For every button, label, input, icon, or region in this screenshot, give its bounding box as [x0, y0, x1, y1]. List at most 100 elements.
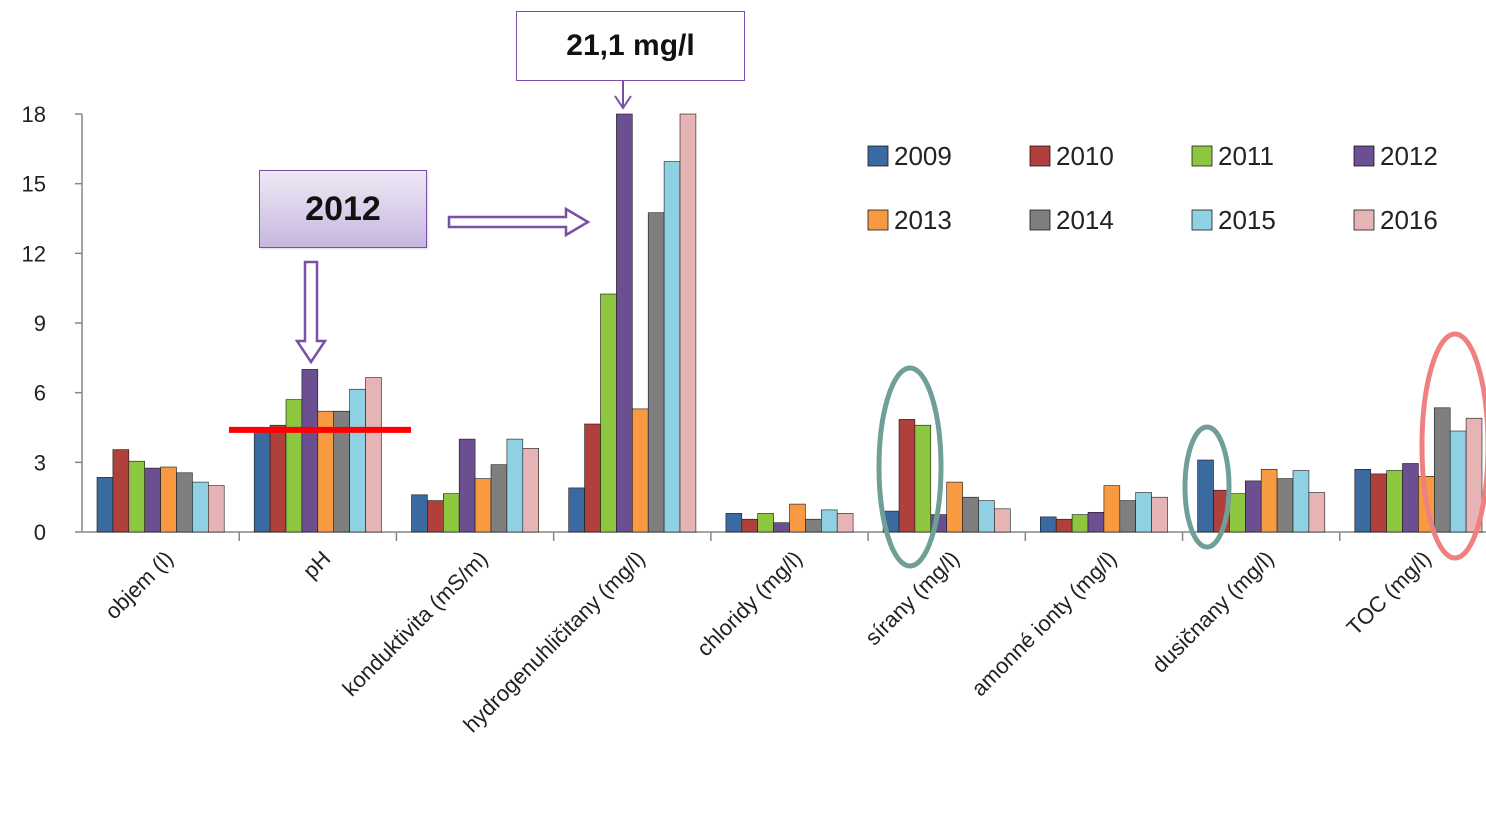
- legend: 2009 2010 2011 2012 2013 2014 2015 2016: [867, 141, 1438, 235]
- highlight-ellipse-toc: [1419, 331, 1486, 561]
- bar-2010-1: [269, 424, 287, 533]
- bar-2014-2: [490, 464, 508, 533]
- bar-2016-1: [365, 377, 382, 533]
- bar-2015-4: [820, 509, 838, 533]
- bar-2011-6: [1071, 514, 1089, 533]
- bar-2016-5: [994, 508, 1011, 533]
- bar-2016-0: [208, 485, 225, 533]
- bar-2014-0: [176, 472, 193, 533]
- bar-2012-6: [1087, 511, 1105, 533]
- bar-2009-1: [253, 427, 271, 533]
- category-label: chloridy (mg/l): [692, 546, 807, 661]
- bar-2012-2: [458, 438, 476, 533]
- bar-2011-5: [914, 424, 932, 533]
- bar-2015-5: [978, 500, 995, 533]
- bar-2012-1: [301, 369, 319, 533]
- bar-2016-3: [679, 113, 697, 533]
- legend-swatch: [1191, 145, 1213, 167]
- legend-label: 2013: [894, 205, 952, 235]
- bar-2014-7: [1276, 478, 1294, 533]
- bar-2010-8: [1370, 473, 1387, 533]
- bar-2012-3: [616, 113, 633, 533]
- legend-label: 2015: [1218, 205, 1276, 235]
- bar-2015-3: [663, 161, 681, 533]
- bar-2014-4: [805, 518, 822, 533]
- bar-2014-8: [1434, 407, 1451, 533]
- bar-2013-0: [160, 466, 177, 533]
- category-label: TOC (mg/l): [1342, 546, 1436, 640]
- bar-2013-6: [1103, 485, 1121, 533]
- value-arrow-head: [614, 95, 632, 110]
- legend-swatch: [1029, 209, 1051, 231]
- y-tick-label: 6: [34, 381, 46, 406]
- bar-2016-7: [1308, 492, 1326, 533]
- legend-swatch: [1353, 145, 1375, 167]
- bar-2011-8: [1386, 470, 1403, 533]
- bar-2014-6: [1119, 500, 1137, 533]
- category-label: konduktivita (mS/m): [337, 546, 492, 701]
- bar-2012-0: [144, 467, 161, 533]
- bar-2009-8: [1354, 468, 1372, 533]
- bar-2010-0: [112, 449, 130, 533]
- value-callout: 21,1 mg/l: [516, 11, 745, 81]
- bar-2015-6: [1135, 492, 1152, 533]
- bar-2012-7: [1245, 480, 1262, 533]
- bar-2015-1: [349, 388, 366, 533]
- legend-label: 2014: [1056, 205, 1114, 235]
- y-tick-label: 3: [34, 450, 46, 475]
- category-label: dusičnany (mg/l): [1147, 546, 1279, 678]
- bar-2009-0: [96, 477, 114, 533]
- bar-2011-1: [285, 399, 303, 533]
- y-tick-label: 0: [34, 520, 46, 545]
- highlight-ellipse-dusicnany: [1182, 424, 1232, 550]
- legend-swatch: [1191, 209, 1213, 231]
- year-callout: 2012: [259, 170, 427, 248]
- bar-2011-0: [128, 460, 146, 533]
- bar-2009-2: [411, 494, 428, 533]
- bar-2010-6: [1055, 518, 1073, 533]
- legend-label: 2016: [1380, 205, 1438, 235]
- bar-2016-4: [836, 513, 854, 533]
- category-label: hydrogenuhličitany (mg/l): [458, 546, 649, 737]
- bar-2015-7: [1292, 470, 1310, 533]
- legend-label: 2012: [1380, 141, 1438, 171]
- legend-label: 2011: [1218, 141, 1274, 171]
- bar-2013-4: [789, 503, 806, 533]
- right-arrow-icon: [447, 206, 591, 238]
- bar-2015-8: [1449, 430, 1467, 533]
- down-arrow-icon: [294, 260, 328, 365]
- y-tick-label: 9: [34, 311, 46, 336]
- y-tick-label: 12: [22, 241, 46, 266]
- legend-swatch: [867, 145, 889, 167]
- bar-2013-3: [631, 408, 649, 533]
- legend-swatch: [867, 209, 889, 231]
- legend-swatch: [1029, 145, 1051, 167]
- category-label: objem (l): [100, 546, 178, 624]
- legend-label: 2010: [1056, 141, 1114, 171]
- bar-2016-6: [1151, 496, 1168, 533]
- bar-2011-3: [600, 293, 617, 533]
- bar-2011-7: [1229, 493, 1246, 533]
- bar-2015-2: [506, 438, 524, 533]
- y-tick-label: 15: [22, 172, 46, 197]
- bar-2012-4: [773, 522, 790, 533]
- bar-2011-2: [442, 493, 460, 533]
- bar-2013-7: [1260, 468, 1278, 533]
- bar-2010-2: [427, 500, 444, 533]
- y-tick-label: 18: [22, 102, 46, 127]
- bar-2012-8: [1402, 463, 1419, 533]
- bar-2015-0: [192, 481, 209, 533]
- bar-2009-7: [1197, 459, 1214, 533]
- category-label: sírany (mg/l): [860, 546, 964, 650]
- bar-2013-2: [474, 478, 492, 533]
- bar-2009-6: [1040, 516, 1057, 533]
- bar-2013-5: [946, 481, 963, 533]
- bar-2009-3: [568, 487, 585, 533]
- bar-2010-4: [741, 518, 758, 533]
- annotations: [229, 81, 1486, 569]
- bar-2016-2: [522, 448, 539, 533]
- highlight-ellipse-sirany: [876, 365, 944, 569]
- bar-2010-5: [898, 419, 916, 533]
- y-tick-labels: 0 3 6 9 12 15 18: [22, 102, 46, 545]
